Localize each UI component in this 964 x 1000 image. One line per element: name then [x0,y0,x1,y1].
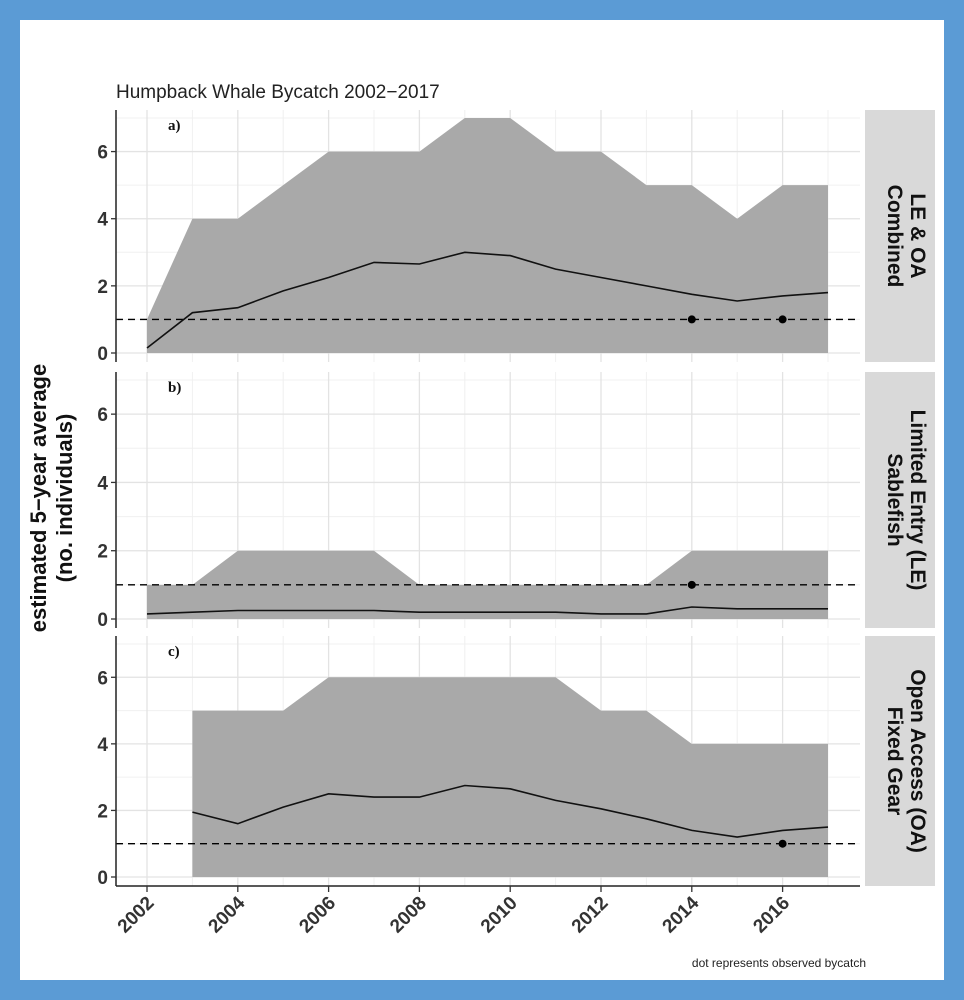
mean-line [146,251,829,349]
figure-frame: Humpback Whale Bycatch 2002−2017 estimat… [20,20,944,980]
y-tick-label: 2 [97,801,108,822]
x-tick-label: 2010 [477,893,522,938]
facet-strip-label: LE & OA [906,193,929,278]
y-tick-label: 6 [97,668,108,689]
x-tick-label: 2014 [659,892,704,937]
panel-label: a) [168,118,181,134]
observed-bycatch-point [687,315,696,324]
y-tick-label: 2 [97,277,108,298]
y-tick-label: 6 [97,143,108,164]
x-tick-label: 2006 [295,893,340,938]
y-tick-label: 0 [97,868,108,889]
y-tick-label: 2 [97,542,108,563]
chart-title: Humpback Whale Bycatch 2002−2017 [116,82,440,103]
facet-strip [865,636,935,886]
facet-strip-label: Open Access (OA) [906,669,929,853]
facet-strip-label: Limited Entry (LE) [906,410,929,591]
y-axis-label-units: (no. individuals) [52,414,77,583]
interval-ribbon [192,677,828,877]
interval-ribbon [147,550,828,619]
facet-strip-label: Sablefish [883,453,906,546]
y-tick-label: 4 [97,210,108,231]
y-axis-label: estimated 5−year average [26,364,51,632]
panel-label: b) [168,380,181,396]
mean-line [192,784,829,838]
panel-label: c) [168,644,180,660]
mean-line [146,606,828,615]
y-tick-label: 4 [97,735,108,756]
bycatch-chart: Humpback Whale Bycatch 2002−2017 estimat… [26,82,935,970]
x-tick-label: 2004 [205,892,250,937]
observed-bycatch-point [778,315,787,324]
x-tick-label: 2002 [114,893,159,938]
panel-2: b) 0 2 4 6 Limited Entry (LE)Sablefish [97,372,935,631]
x-axis: 2002 2004 2006 2008 2010 2012 2014 2016 [114,885,860,938]
observed-bycatch-point [778,839,787,848]
y-tick-label: 4 [97,473,108,494]
y-tick-label: 6 [97,405,108,426]
x-tick-label: 2008 [386,893,431,938]
facet-strip-label: Fixed Gear [883,707,906,816]
facet-strip [865,110,935,362]
observed-bycatch-point [687,580,696,589]
y-tick-label: 0 [97,344,108,365]
x-tick-label: 2012 [568,893,613,938]
facet-strip [865,372,935,628]
y-tick-label: 0 [97,610,108,631]
facet-strip-label: Combined [883,185,906,288]
interval-ribbon [147,118,828,353]
x-tick-label: 2016 [749,893,794,938]
footnote: dot represents observed bycatch [692,956,866,970]
panel-3: c) 0 2 4 6 Open Access (OA)Fixed Gear [97,636,935,889]
